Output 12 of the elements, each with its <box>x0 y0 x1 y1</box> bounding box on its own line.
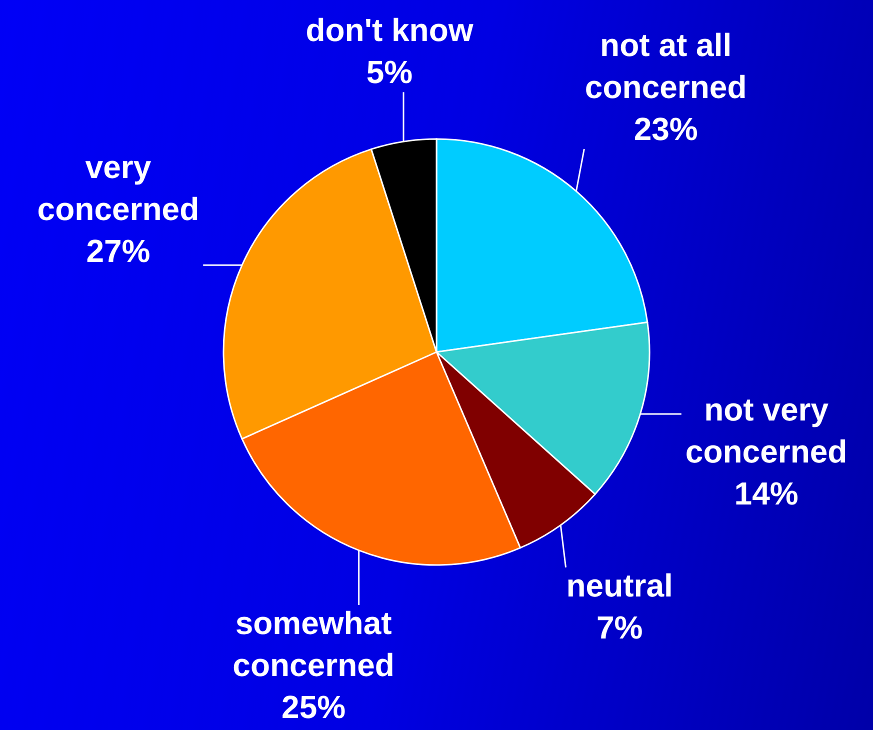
data-label: 25% <box>282 688 346 725</box>
slice-label: very concerned <box>37 148 200 227</box>
data-label: 23% <box>634 111 698 148</box>
slice-label: somewhat concerned <box>232 604 394 683</box>
slice-label: neutral <box>566 567 673 604</box>
slice-label: don't know <box>306 12 474 48</box>
slice-label: not at all concerned <box>584 27 747 106</box>
slice-label: not very concerned <box>685 391 848 470</box>
data-label: 14% <box>734 475 798 512</box>
data-label: 27% <box>86 232 150 269</box>
data-label: 5% <box>366 54 413 90</box>
data-label: 7% <box>596 609 643 646</box>
